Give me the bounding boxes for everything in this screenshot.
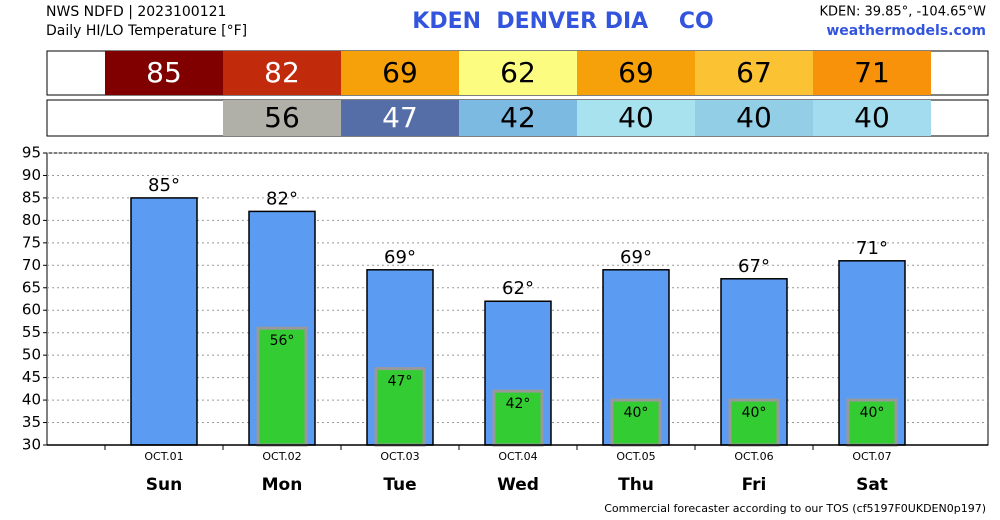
strip-label: 85: [146, 56, 182, 89]
low-bar: [374, 367, 426, 447]
strip-cell: [577, 51, 695, 95]
y-tick-label: 85: [22, 188, 41, 206]
y-tick-label: 95: [22, 144, 41, 162]
strip-cell: [459, 51, 577, 95]
data-label: 71°: [856, 238, 888, 259]
strip-label: 40: [854, 101, 890, 134]
y-tick-label: 65: [22, 278, 41, 296]
strip-label: 40: [736, 101, 772, 134]
x-tick-label: Sun: [146, 475, 182, 495]
y-tick-label: 30: [22, 436, 41, 454]
strip-cell: [695, 51, 813, 95]
strip-cell: [695, 100, 813, 136]
x-tick-label: Thu: [618, 475, 654, 495]
low-bar: [728, 398, 780, 447]
date-label: OCT.06: [734, 450, 773, 463]
strip-label: 62: [500, 56, 536, 89]
strip-label: 47: [382, 101, 418, 134]
strip-cell: [223, 51, 341, 95]
y-tick-label: 75: [22, 233, 41, 251]
data-label: 47°: [388, 374, 413, 390]
strip-label: 56: [264, 101, 300, 134]
high-bar: [130, 197, 198, 446]
strip-cell: [341, 51, 459, 95]
x-tick-label: Sat: [856, 475, 888, 495]
data-label: 69°: [620, 247, 652, 268]
strip-label: 40: [618, 101, 654, 134]
strip-label: 69: [382, 56, 418, 89]
x-tick-label: Wed: [497, 475, 539, 495]
y-tick-label: 45: [22, 368, 41, 386]
data-label: 42°: [506, 396, 531, 412]
data-label: 40°: [742, 405, 767, 421]
y-tick-label: 55: [22, 323, 41, 341]
y-tick-label: 70: [22, 256, 41, 274]
date-label: OCT.02: [262, 450, 301, 463]
date-label: OCT.05: [616, 450, 655, 463]
footer: Commercial forecaster according to our T…: [604, 502, 986, 515]
strip-cell: [105, 51, 223, 95]
strip-label: 71: [854, 56, 890, 89]
x-tick-label: Fri: [742, 475, 767, 495]
x-tick-label: Mon: [262, 475, 303, 495]
data-label: 85°: [148, 175, 180, 196]
strip-cell: [341, 100, 459, 136]
data-label: 67°: [738, 256, 770, 277]
y-tick-label: 60: [22, 301, 41, 319]
y-tick-label: 35: [22, 413, 41, 431]
date-label: OCT.03: [380, 450, 419, 463]
data-label: 69°: [384, 247, 416, 268]
date-label: OCT.01: [144, 450, 183, 463]
y-tick-label: 90: [22, 166, 41, 184]
chart-title: KDEN DENVER DIA CO: [412, 9, 713, 34]
low-bar: [846, 398, 898, 447]
strip-cell: [813, 100, 931, 136]
data-label: 40°: [624, 405, 649, 421]
site: weathermodels.com: [826, 23, 986, 39]
x-tick-label: Tue: [383, 475, 416, 495]
data-label: 40°: [860, 405, 885, 421]
y-tick-label: 40: [22, 391, 41, 409]
data-label: 56°: [270, 333, 295, 349]
source: NWS NDFD | 2023100121: [46, 4, 226, 20]
subtitle: Daily HI/LO Temperature [°F]: [46, 23, 247, 39]
y-tick-label: 50: [22, 346, 41, 364]
strip-cell: [223, 100, 341, 136]
strip-label: 82: [264, 56, 300, 89]
date-label: OCT.07: [852, 450, 891, 463]
strip-label: 42: [500, 101, 536, 134]
data-label: 82°: [266, 188, 298, 209]
location: KDEN: 39.85°, -104.65°W: [820, 5, 987, 20]
strip-cell: [459, 100, 577, 136]
strip-cell: [813, 51, 931, 95]
low-bar: [610, 398, 662, 447]
strip-label: 67: [736, 56, 772, 89]
date-label: OCT.04: [498, 450, 537, 463]
strip-cell: [577, 100, 695, 136]
data-label: 62°: [502, 278, 534, 299]
strip-label: 69: [618, 56, 654, 89]
y-tick-label: 80: [22, 211, 41, 229]
